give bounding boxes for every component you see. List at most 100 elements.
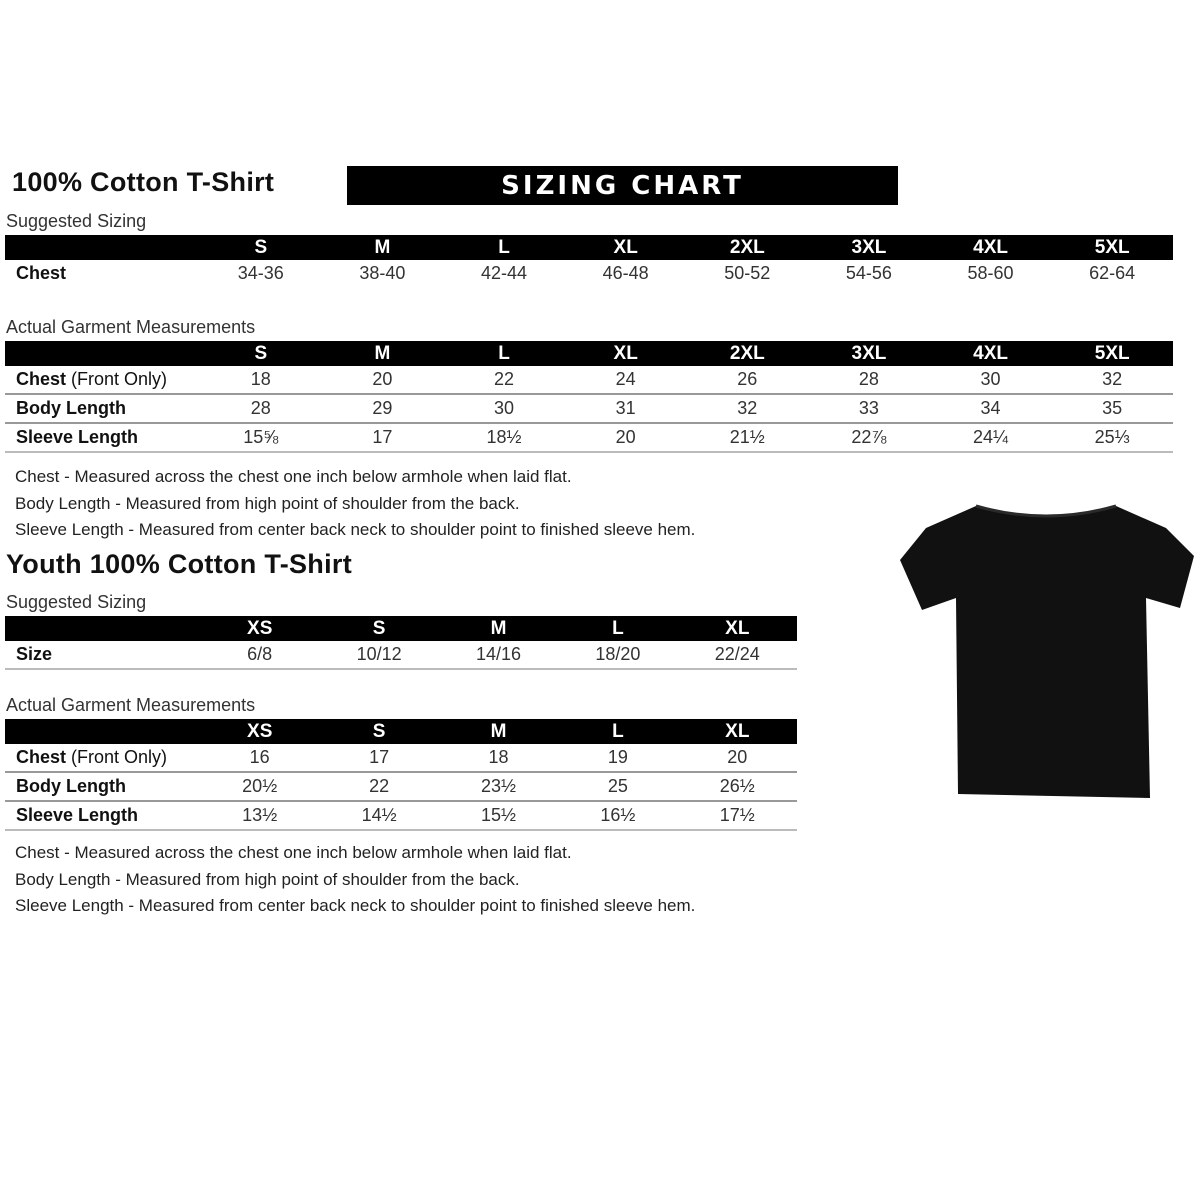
table-row: Size 6/8 10/12 14/16 18/20 22/24: [5, 641, 797, 670]
tshirt-icon: [900, 504, 1194, 798]
size-header: 4XL: [929, 341, 1052, 366]
table-cell: 30: [443, 394, 565, 424]
size-header: XS: [200, 719, 320, 744]
adult-actual-label: Actual Garment Measurements: [6, 317, 256, 337]
header-blank: [5, 341, 200, 366]
header-blank: [5, 235, 200, 260]
table-cell: 34-36: [237, 263, 284, 283]
table-cell: 25: [558, 772, 678, 802]
row-label: Chest: [5, 260, 200, 287]
adult-title: 100% Cotton T-Shirt: [12, 167, 275, 197]
row-label-note: (Front Only): [66, 369, 168, 389]
size-header: XL: [677, 719, 797, 744]
table-cell: 18½: [443, 423, 565, 453]
table-cell: 28: [200, 394, 322, 424]
table-cell: 18/20: [558, 641, 678, 670]
table-row: Sleeve Length 15⅝ 17 18½ 20 21½ 22⅞ 24¼ 25⅓: [5, 423, 1173, 453]
note-line: Sleeve Length - Measured from center bac…: [15, 896, 696, 915]
table-cell: 6/8: [200, 641, 320, 670]
table-cell: 10/12: [319, 641, 439, 670]
table-cell: 22: [319, 772, 439, 802]
row-label-text: Size: [16, 644, 53, 664]
table-cell: 26½: [677, 772, 797, 802]
note-line: Body Length - Measured from high point o…: [15, 869, 520, 889]
table-cell: 31: [564, 394, 687, 424]
size-header: 4XL: [929, 235, 1052, 260]
table-cell: 21½: [686, 423, 809, 453]
table-row: Chest (Front Only) 16 17 18 19 20: [5, 744, 797, 773]
table-cell: 32: [1051, 366, 1173, 395]
row-label: Sleeve Length: [5, 801, 200, 831]
table-cell: 24¼: [929, 423, 1052, 453]
size-header: S: [319, 616, 439, 641]
size-header: M: [321, 235, 444, 260]
adult-actual-table: S M L XL 2XL 3XL 4XL 5XL Chest (Front Only) 18 20 2…: [5, 341, 1173, 453]
table-cell: 38-40: [359, 263, 406, 283]
youth-title: Youth 100% Cotton T-Shirt: [6, 549, 352, 579]
size-header: 3XL: [808, 341, 930, 366]
row-label: Sleeve Length: [5, 423, 200, 453]
row-label-note: (Front Only): [66, 747, 168, 767]
table-cell: 42-44: [481, 263, 528, 283]
size-header: L: [443, 341, 565, 366]
size-header: M: [438, 719, 559, 744]
youth-suggested-label: Suggested Sizing: [6, 592, 147, 612]
size-header: 5XL: [1051, 341, 1173, 366]
header-row: S M L XL 2XL 3XL 4XL 5XL: [5, 341, 1173, 366]
table-cell: 22/24: [677, 641, 797, 670]
table-cell: 14½: [319, 801, 439, 831]
size-header: M: [438, 616, 559, 641]
table-row: Chest (Front Only) 18 20 22 24 26 28 30 32: [5, 366, 1173, 395]
size-header: L: [558, 719, 678, 744]
size-header: XL: [564, 235, 687, 260]
note-line: Body Length - Measured from high point o…: [15, 493, 520, 513]
table-cell: 18: [200, 366, 322, 395]
size-header: XL: [564, 341, 687, 366]
table-cell: 33: [808, 394, 930, 424]
row-label: Size: [5, 641, 200, 670]
size-header: 5XL: [1051, 235, 1173, 260]
size-header: XS: [200, 616, 320, 641]
size-header: 3XL: [808, 235, 930, 260]
table-cell: 20: [564, 423, 687, 453]
size-header: S: [200, 235, 322, 260]
row-label: Body Length: [5, 772, 200, 802]
table-cell: 29: [321, 394, 444, 424]
table-cell: 23½: [438, 772, 559, 802]
header-row: S M L XL 2XL 3XL 4XL 5XL: [5, 235, 1173, 260]
row-label-text: Sleeve Length: [16, 805, 139, 825]
table-row: Sleeve Length 13½ 14½ 15½ 16½ 17½: [5, 801, 797, 831]
table-cell: 50-52: [724, 263, 771, 283]
row-label: Chest (Front Only): [5, 744, 200, 773]
size-header: S: [319, 719, 439, 744]
row-label-text: Chest: [16, 747, 67, 767]
row-label-text: Body Length: [16, 398, 126, 418]
size-header: L: [558, 616, 678, 641]
table-row: Body Length 28 29 30 31 32 33 34 35: [5, 394, 1173, 424]
youth-actual-label: Actual Garment Measurements: [6, 695, 256, 715]
note-line: Chest - Measured across the chest one in…: [15, 467, 572, 486]
table-cell: 20: [677, 744, 797, 773]
size-header: 2XL: [686, 341, 809, 366]
table-cell: 30: [929, 366, 1052, 395]
row-label-text: Body Length: [16, 776, 126, 796]
note-line: Sleeve Length - Measured from center bac…: [15, 520, 696, 539]
table-cell: 28: [808, 366, 930, 395]
table-cell: 46-48: [602, 263, 649, 283]
sizing-chart-banner: SIZING CHART: [347, 166, 898, 205]
row-label: Body Length: [5, 394, 200, 424]
row-label: Chest (Front Only): [5, 366, 200, 395]
youth-actual-table: XS S M L XL Chest (Front Only) 16 17 18 19 20 Body …: [5, 719, 797, 831]
size-header: S: [200, 341, 322, 366]
youth-suggested-table: XS S M L XL Size 6/8 10/12 14/16 18/20 22/24: [5, 616, 797, 670]
size-header: M: [321, 341, 444, 366]
table-cell: 14/16: [438, 641, 559, 670]
table-cell: 22⅞: [808, 423, 930, 453]
table-cell: 16½: [558, 801, 678, 831]
note-line: Chest - Measured across the chest one in…: [15, 843, 572, 862]
table-cell: 15⅝: [200, 423, 322, 453]
table-cell: 24: [564, 366, 687, 395]
table-cell: 17: [319, 744, 439, 773]
row-label-text: Chest: [16, 263, 67, 283]
